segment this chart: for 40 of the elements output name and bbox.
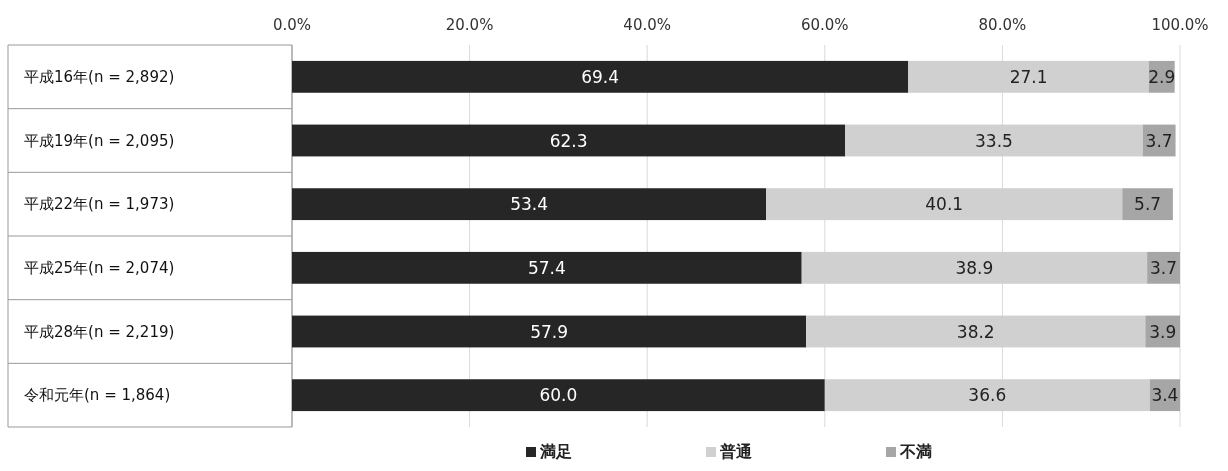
y-tick-label: 令和元年(n = 1,864)	[24, 386, 171, 405]
data-label: 57.4	[527, 257, 566, 278]
data-label: 38.2	[956, 321, 995, 342]
data-label: 60.0	[539, 385, 578, 406]
x-tick-label: 20.0%	[445, 16, 494, 34]
y-tick-label: 平成16年(n = 2,892)	[24, 67, 175, 86]
legend-label: 満足	[539, 442, 572, 461]
x-tick-label: 80.0%	[978, 16, 1027, 34]
bar	[292, 60, 909, 93]
data-label: 3.4	[1151, 385, 1179, 406]
bar	[292, 188, 767, 221]
data-label: 27.1	[1009, 66, 1048, 87]
x-tick-label: 60.0%	[800, 16, 849, 34]
data-label: 36.6	[968, 385, 1007, 406]
y-tick-label: 平成22年(n = 1,973)	[24, 195, 175, 214]
bar	[292, 379, 825, 412]
data-label: 3.9	[1149, 321, 1177, 342]
data-label: 3.7	[1150, 257, 1178, 278]
bar	[1122, 188, 1173, 221]
bar	[292, 251, 802, 284]
legend-label: 不満	[899, 442, 932, 461]
data-label: 2.9	[1148, 66, 1176, 87]
y-tick-label: 平成19年(n = 2,095)	[24, 131, 175, 150]
x-tick-label: 100.0%	[1151, 16, 1209, 34]
x-tick-label: 0.0%	[272, 16, 312, 34]
y-tick-label: 平成25年(n = 2,074)	[24, 258, 175, 277]
data-label: 69.4	[581, 66, 620, 87]
bar	[292, 315, 807, 348]
bar	[292, 124, 846, 157]
data-label: 38.9	[955, 257, 994, 278]
x-tick-label: 40.0%	[623, 16, 672, 34]
data-label: 62.3	[549, 130, 588, 151]
data-label: 53.4	[510, 194, 549, 215]
data-label: 40.1	[925, 194, 964, 215]
y-tick-label: 平成28年(n = 2,219)	[24, 322, 175, 341]
data-label: 3.7	[1145, 130, 1173, 151]
data-label: 33.5	[975, 130, 1013, 151]
legend-label: 普通	[719, 442, 753, 461]
data-label: 57.9	[530, 321, 569, 342]
data-label: 5.7	[1134, 194, 1162, 215]
